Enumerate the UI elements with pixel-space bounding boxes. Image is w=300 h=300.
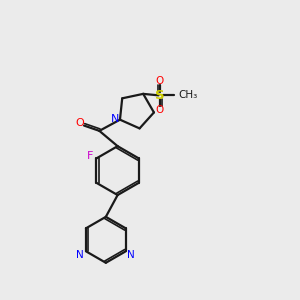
Text: N: N <box>76 250 84 260</box>
Text: S: S <box>155 89 164 102</box>
Text: O: O <box>76 118 84 128</box>
Text: CH₃: CH₃ <box>178 90 198 100</box>
Text: N: N <box>128 250 135 260</box>
Text: O: O <box>156 105 164 115</box>
Text: F: F <box>87 151 93 161</box>
Text: N: N <box>110 114 119 124</box>
Text: O: O <box>156 76 164 85</box>
